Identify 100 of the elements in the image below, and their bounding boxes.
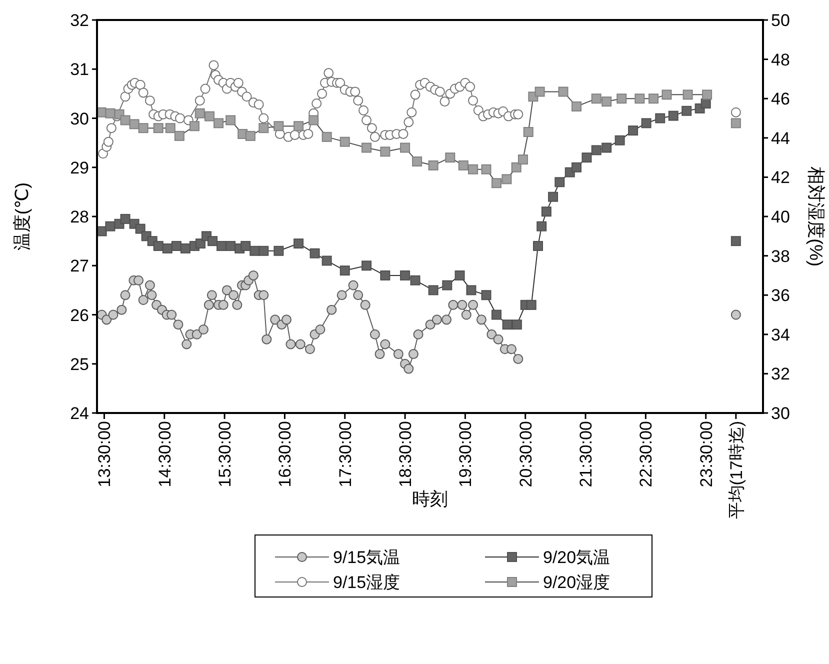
legend-label: 9/15気温 [333,548,400,567]
point [322,132,332,142]
x-tick-label: 平均(17時迄) [726,421,746,520]
point [340,266,350,276]
point [571,101,582,112]
point [554,177,565,188]
point [153,123,164,134]
x-tick-label: 20:30:00 [516,421,536,488]
y2-tick-label: 48 [771,50,790,70]
point [628,126,638,136]
point [428,160,438,170]
x-tick-label: 21:30:00 [576,421,596,488]
point [634,94,645,104]
point [532,240,543,251]
point [702,90,712,100]
point [548,192,558,202]
point [523,127,534,138]
point [322,256,332,266]
point [294,121,304,132]
point [641,118,652,128]
point [250,246,260,256]
point [258,246,269,256]
point [491,310,502,320]
point [571,162,582,172]
point [591,145,602,156]
point [120,214,130,224]
point [362,142,372,153]
point [454,270,465,280]
point [591,94,602,104]
x-tick-label: 15:30:00 [216,421,235,488]
y-tick-label: 27 [70,256,89,276]
y2-tick-label: 36 [771,286,790,306]
point [226,240,236,251]
point [138,123,148,134]
point [195,238,206,249]
point [518,154,528,165]
x-tick-label: 19:30:00 [456,421,476,488]
point [310,248,320,258]
y-tick-label: 30 [70,109,89,128]
point [245,130,256,141]
point [481,164,492,174]
point [668,110,678,121]
point [162,243,172,254]
point [216,240,227,251]
point [165,123,176,134]
point [274,121,284,132]
point [120,115,130,126]
point [308,115,319,126]
point [526,300,536,310]
x-tick-label: 18:30:00 [396,421,416,488]
point [380,270,390,280]
y-tick-label: 32 [70,11,89,30]
point [362,260,372,271]
point [400,270,410,280]
point [340,136,350,147]
point [512,320,522,330]
point [400,142,410,153]
x-tick-label: 16:30:00 [276,421,295,488]
y2-tick-label: 46 [771,90,790,109]
y2-tick-label: 42 [771,168,790,188]
point [380,146,390,157]
y-tick-label: 26 [70,306,89,325]
y2-tick-label: 32 [771,364,790,384]
point [491,178,502,188]
point [214,118,224,128]
point [682,106,692,116]
x-tick-label: 14:30:00 [155,421,174,488]
point [582,152,592,163]
point [616,94,627,104]
point [274,246,284,256]
point [662,90,672,100]
point [655,113,666,124]
point [226,115,236,126]
legend-label: 9/20気温 [543,548,610,567]
x-tick-label: 17:30:00 [336,421,355,488]
x-tick-label: 23:30:00 [696,421,716,488]
point [614,135,625,146]
point [105,108,116,118]
point [541,206,552,217]
point [171,240,182,251]
point [602,96,612,107]
y-tick-label: 25 [70,354,89,374]
point [700,98,711,109]
x-tick-label: 13:30:00 [95,421,114,488]
x-tick-label: 22:30:00 [636,421,656,488]
legend-label: 9/20湿度 [543,573,610,592]
point [208,236,218,246]
point [153,240,164,251]
y2-tick-label: 44 [771,128,790,148]
y-tick-label: 29 [70,158,89,178]
point [180,243,190,254]
point [558,86,568,97]
y2-tick-label: 30 [771,404,790,423]
point [258,123,269,134]
point [428,285,438,296]
point [105,221,116,232]
point [174,130,184,141]
point [534,86,545,97]
point [294,238,304,249]
point [502,174,512,184]
